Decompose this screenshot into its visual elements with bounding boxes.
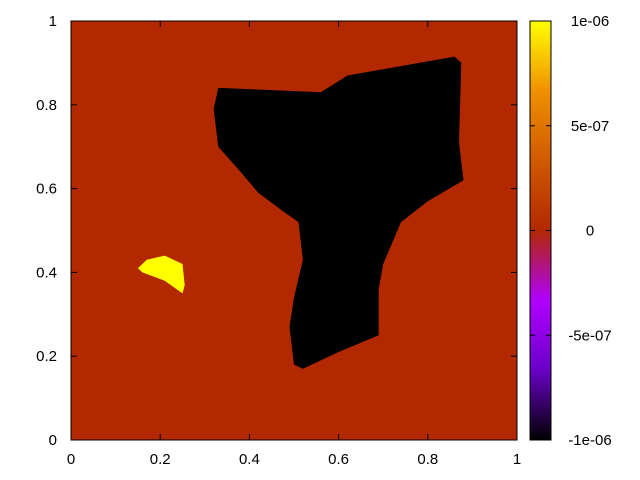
x-tick-label: 1 [513, 451, 521, 468]
x-tick-label: 0.8 [417, 451, 438, 468]
x-axis: 0 0.2 0.4 0.6 0.8 1 [67, 21, 521, 468]
x-tick-label: 0.4 [239, 451, 260, 468]
x-tick-label: 0.2 [150, 451, 171, 468]
y-tick-label: 0.4 [36, 264, 57, 281]
x-tick-label: 0.6 [328, 451, 349, 468]
plot-frame [70, 20, 518, 441]
colorbar-tick-label: -5e-07 [568, 327, 611, 344]
colorbar-tick-label: 1e-06 [571, 13, 609, 30]
colorbar-tick-label: -1e-06 [568, 432, 611, 449]
region-min-0 [213, 56, 464, 369]
y-tick-label: 0.6 [36, 181, 57, 198]
region-max-1 [137, 255, 185, 294]
y-tick-label: 0.8 [36, 97, 57, 114]
colorbar-tick-label: 5e-07 [571, 118, 609, 135]
y-tick-label: 1 [49, 13, 57, 30]
y-axis: 0 0.2 0.4 0.6 0.8 1 [36, 13, 517, 449]
y-tick-label: 0.2 [36, 348, 57, 365]
colorbar-axis: 1e-06 5e-07 0 -5e-07 -1e-06 [530, 13, 612, 449]
x-tick-label: 0 [67, 451, 75, 468]
heatmap-regions [137, 56, 464, 369]
colorbar-tick-label: 0 [586, 223, 594, 240]
y-tick-label: 0 [49, 432, 57, 449]
